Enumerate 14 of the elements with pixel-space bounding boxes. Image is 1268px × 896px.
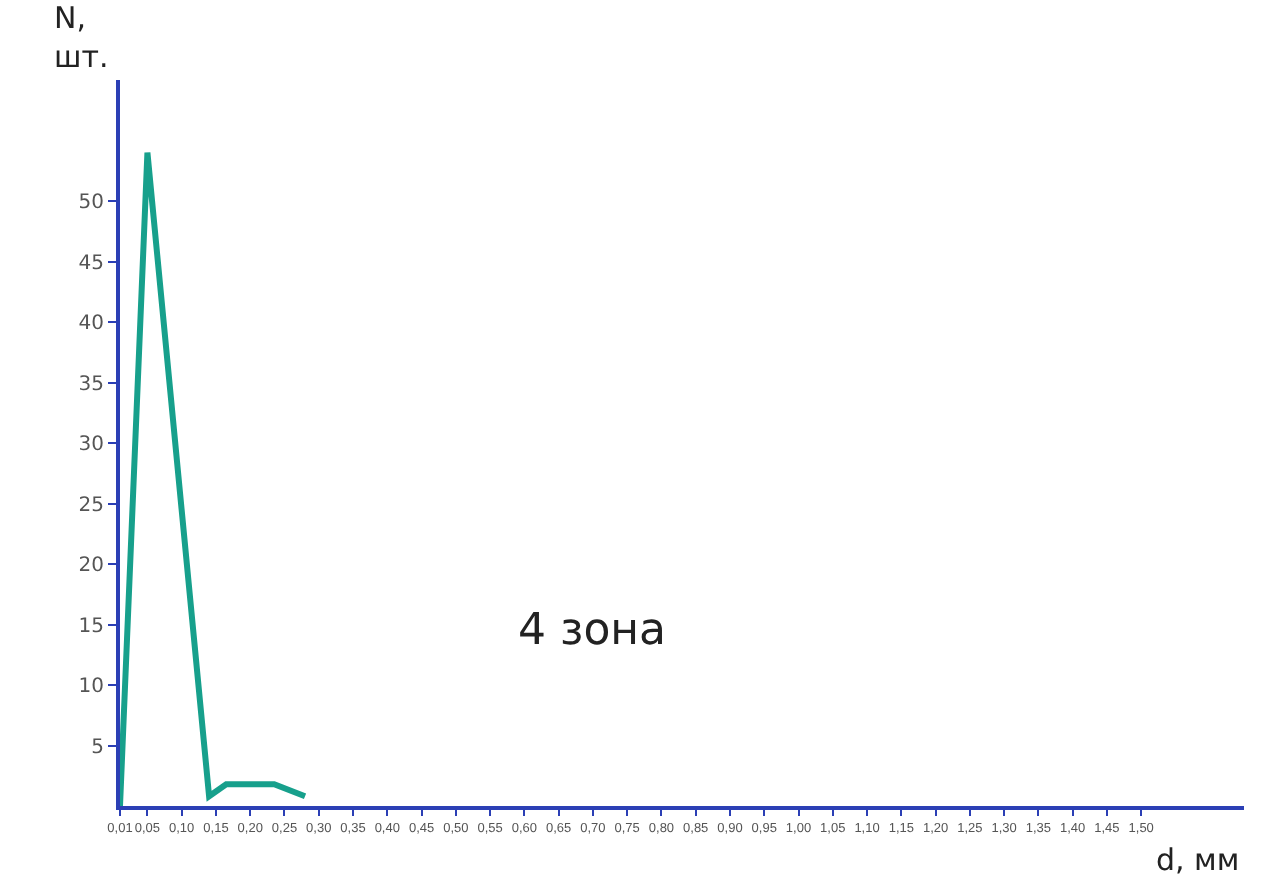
y-tick-label: 40 bbox=[78, 313, 104, 335]
y-tick-label: 5 bbox=[91, 736, 104, 759]
y-tick-label: 25 bbox=[78, 494, 104, 517]
y-tick-label: 50 bbox=[78, 192, 104, 214]
line-series bbox=[120, 149, 309, 806]
y-tick-label: 10 bbox=[78, 676, 104, 698]
y-tick-label: 30 bbox=[78, 434, 104, 456]
y-axis-title: N, шт. bbox=[54, 0, 109, 75]
y-tick-label: 45 bbox=[78, 252, 104, 275]
y-tick-label: 15 bbox=[78, 615, 104, 638]
x-axis-title: d, мм bbox=[1156, 842, 1240, 878]
y-tick-label: 20 bbox=[78, 555, 104, 577]
y-tick-label: 35 bbox=[78, 373, 104, 396]
annotation: 4 зона bbox=[518, 606, 667, 656]
